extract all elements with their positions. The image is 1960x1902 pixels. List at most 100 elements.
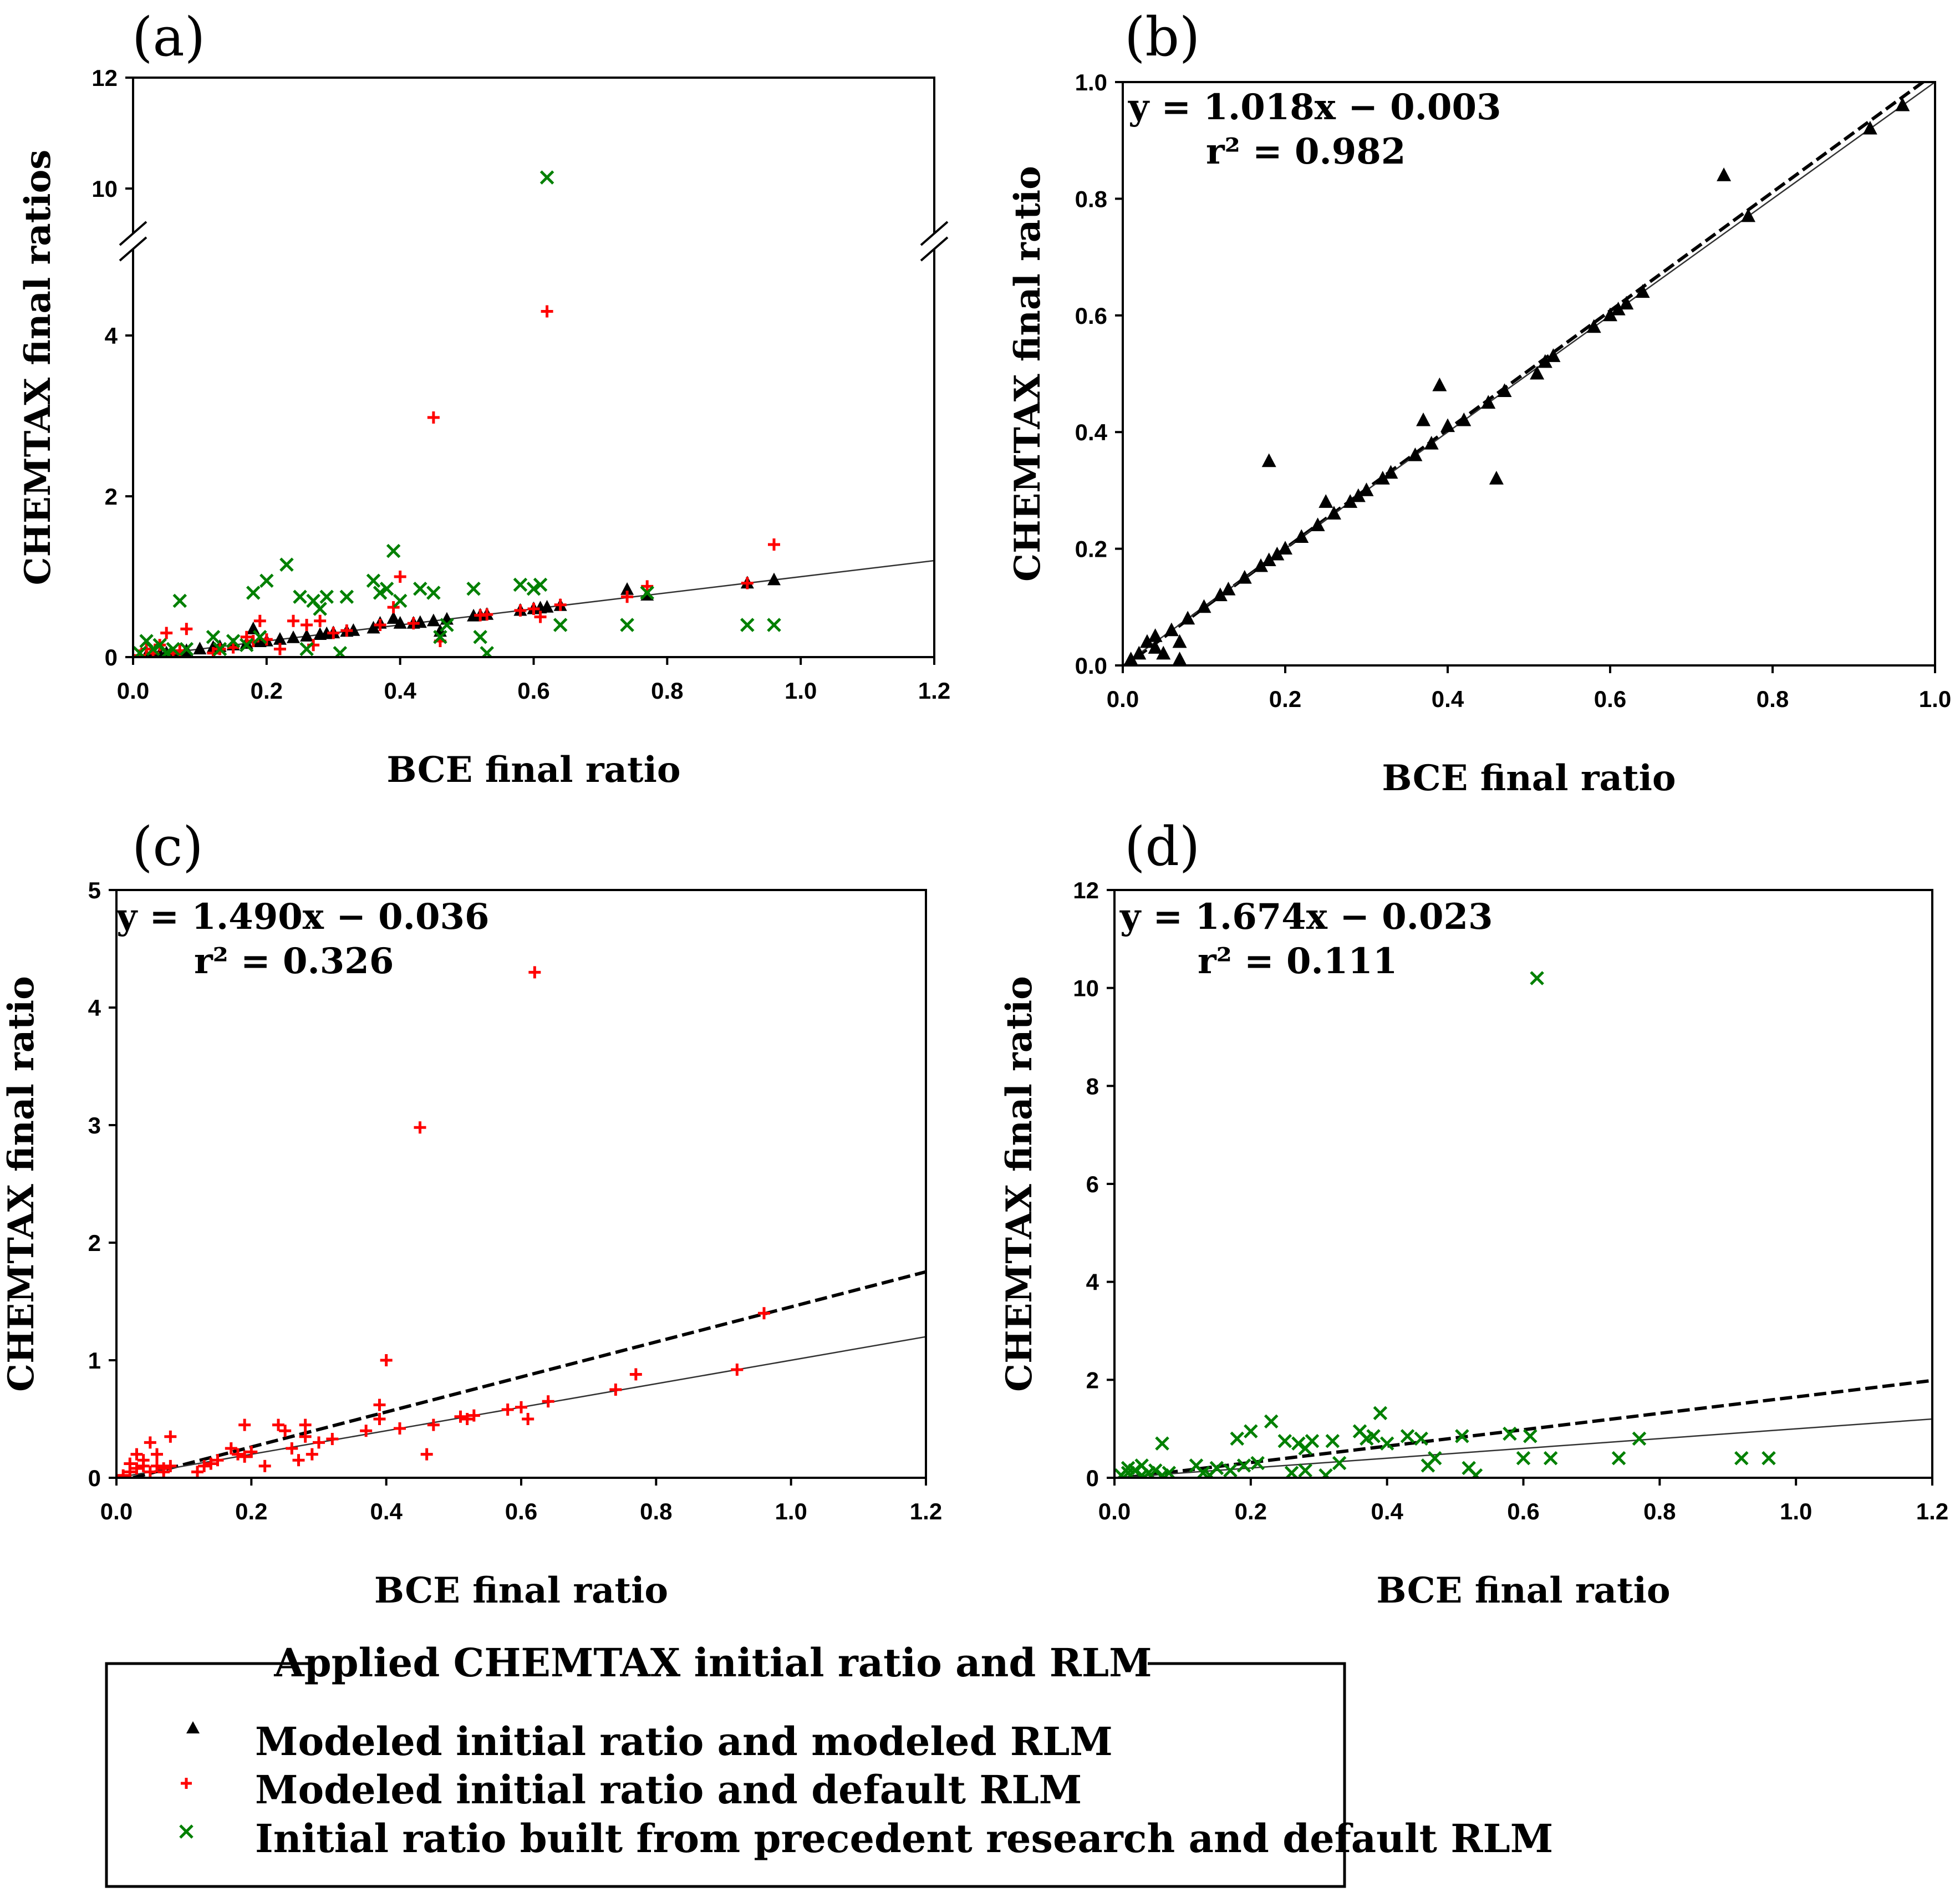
point-x: [1455, 1429, 1469, 1443]
point-triangle: [1619, 296, 1634, 310]
point-x: [313, 602, 327, 616]
axis-break-mark: [119, 221, 147, 246]
point-x: [133, 645, 147, 657]
point-plus: [387, 601, 400, 614]
point-plus: [299, 1430, 312, 1443]
point-plus: [306, 1448, 318, 1461]
point-plus: [481, 608, 493, 621]
point-plus: [467, 1409, 480, 1422]
y-axis-label: CHEMTAX final ratio: [999, 976, 1040, 1392]
point-triangle: [1375, 471, 1390, 485]
x-axis-label: BCE final ratio: [374, 1570, 668, 1611]
point-plus: [621, 591, 634, 603]
point-x: [212, 642, 227, 657]
point-triangle: [426, 613, 440, 627]
point-triangle: [1156, 645, 1171, 660]
y-tick-label: 0: [1086, 1465, 1099, 1491]
x-tick-label: 1.2: [918, 678, 950, 704]
point-triangle: [1254, 558, 1269, 572]
y-tick-label: 10: [1073, 975, 1099, 1001]
point-triangle: [1197, 599, 1211, 613]
point-triangle: [1717, 167, 1732, 181]
point-plus: [211, 1454, 224, 1467]
point-plus: [541, 305, 553, 318]
point-plus: [130, 1462, 143, 1475]
panel-label: (b): [1124, 6, 1200, 68]
y-tick-label: 1.0: [1075, 69, 1107, 95]
point-plus: [286, 1442, 298, 1455]
point-plus: [245, 1446, 258, 1458]
point-plus: [238, 1418, 251, 1431]
point-triangle: [1440, 418, 1455, 433]
point-triangle: [767, 572, 781, 586]
point-triangle: [1172, 652, 1187, 665]
point-x: [513, 577, 528, 592]
point-plus: [137, 1454, 150, 1467]
panel-label: (c): [132, 816, 203, 878]
point-plus: [253, 614, 266, 627]
y-tick-label: 4: [88, 995, 101, 1021]
y-tick-label: 3: [88, 1112, 101, 1138]
point-x: [146, 642, 160, 657]
point-x: [1277, 1433, 1292, 1448]
point-triangle: [1457, 412, 1472, 426]
point-x: [339, 589, 354, 604]
point-triangle: [1862, 120, 1877, 135]
y-tick-label: 0.4: [1075, 419, 1108, 445]
point-plus: [327, 627, 340, 639]
x-tick-label: 0.0: [1098, 1498, 1131, 1524]
y-axis-label: CHEMTAX final ratio: [1, 976, 42, 1392]
point-plus: [609, 1384, 622, 1396]
point-triangle: [1538, 354, 1552, 368]
point-plus: [191, 1466, 203, 1478]
point-plus: [427, 411, 440, 424]
point-plus: [238, 1450, 251, 1463]
legend-label-modeled-modeled: Modeled initial ratio and modeled RLM: [255, 1718, 1113, 1764]
point-x: [1332, 1456, 1347, 1471]
point-triangle: [193, 642, 207, 655]
point-triangle: [1270, 546, 1285, 561]
point-x: [1468, 1468, 1483, 1478]
one-to-one-line: [1114, 1418, 1932, 1478]
data-points: [133, 170, 781, 657]
data-points: [1123, 97, 1910, 665]
point-plus: [420, 1448, 433, 1461]
panel-a: (a) 0.0 0.2 0.4 0.6 0.8 1.0 1.2 0 2 4 10 12 BCE final…: [17, 6, 950, 791]
r-squared: r² = 0.326: [194, 940, 394, 982]
point-x: [480, 645, 494, 657]
point-triangle: [1635, 284, 1650, 298]
legend-box: [105, 1662, 1346, 1888]
point-plus: [198, 1459, 211, 1472]
x-axis-label: BCE final ratio: [1376, 1570, 1670, 1611]
point-plus: [117, 1469, 130, 1478]
point-x: [440, 618, 454, 632]
point-x: [1611, 1451, 1626, 1466]
x-axis-label: BCE final ratio: [1382, 757, 1676, 799]
regression-equation: y = 1.018x − 0.003: [1128, 87, 1501, 128]
x-tick-label: 0.6: [505, 1498, 537, 1524]
point-x: [1250, 1456, 1265, 1471]
x-tick-label: 0.4: [384, 678, 416, 704]
x-tick-label: 0.2: [235, 1498, 267, 1524]
x-tick-label: 1.0: [1919, 686, 1951, 712]
point-x: [1325, 1433, 1340, 1448]
point-x: [1155, 1436, 1169, 1451]
point-triangle: [1895, 97, 1910, 111]
y-tick-label: 10: [91, 176, 118, 202]
point-plus: [414, 1121, 426, 1134]
point-plus: [287, 614, 299, 627]
legend-x-marker: [179, 1824, 194, 1839]
point-x: [1503, 1426, 1517, 1441]
point-triangle: [1497, 383, 1512, 397]
point-x: [299, 642, 314, 657]
x-tick-label: 0.2: [1269, 686, 1301, 712]
y-tick-label: 2: [1086, 1367, 1099, 1393]
point-plus: [394, 571, 406, 583]
point-x: [379, 581, 394, 596]
y-tick-label: 8: [1086, 1073, 1099, 1099]
point-plus: [151, 1459, 163, 1472]
axis-break-mark: [920, 236, 949, 262]
point-x: [172, 593, 187, 608]
point-x: [640, 586, 654, 600]
point-triangle: [540, 599, 554, 613]
